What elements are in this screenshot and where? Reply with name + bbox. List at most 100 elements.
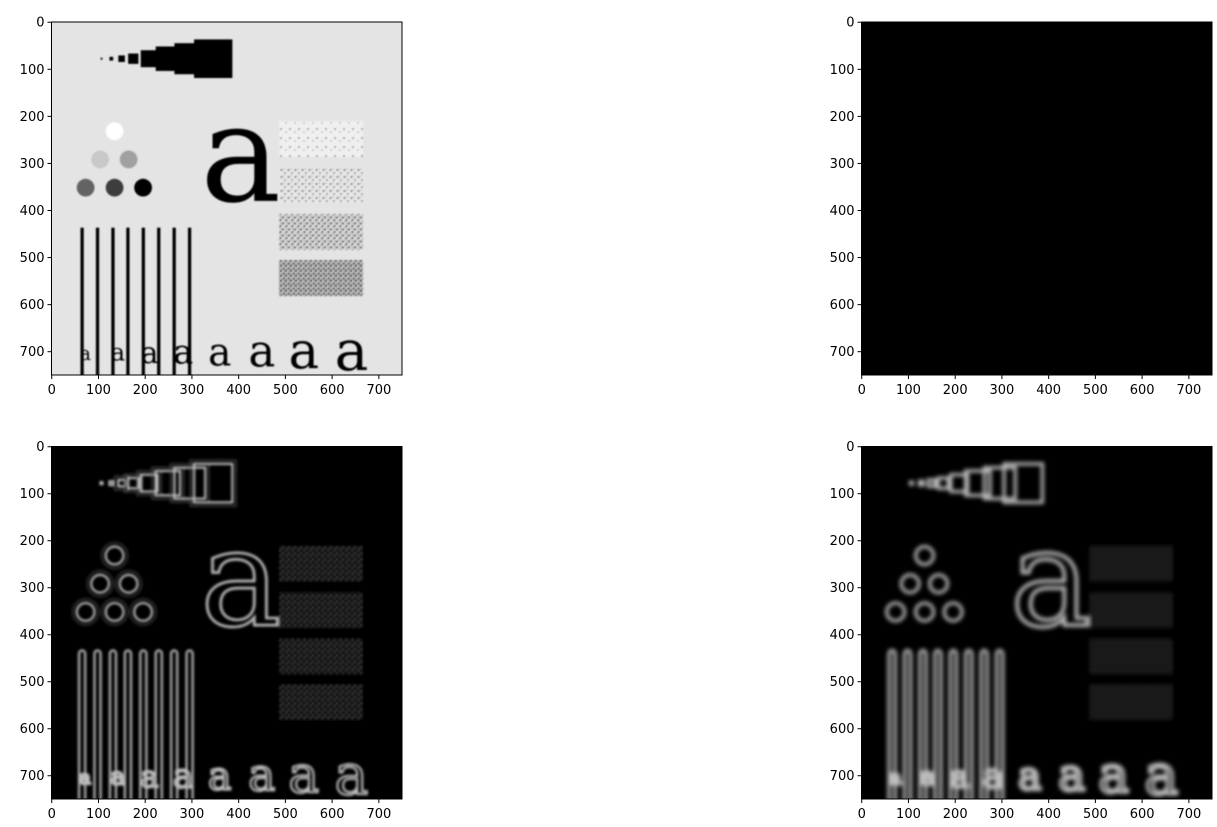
xtick-label: 700 <box>366 807 391 822</box>
axes-frame <box>861 446 1213 800</box>
square-edge-4 <box>139 473 159 493</box>
ytick-label: 700 <box>830 769 855 784</box>
xtick-label: 300 <box>180 807 205 822</box>
ytick-label: 700 <box>20 345 45 360</box>
noise-edge-2 <box>279 638 364 674</box>
ytick-label: 600 <box>830 722 855 737</box>
ytick-label: 500 <box>20 675 45 690</box>
ytick-label: 100 <box>830 63 855 78</box>
small-glyph-edge-7: a <box>1145 743 1179 808</box>
noise-edge-0 <box>279 545 364 582</box>
bar-5 <box>157 227 161 375</box>
bar-edge-3 <box>123 649 133 799</box>
small-glyph-edge-2: a <box>141 760 159 795</box>
xtick-label: 200 <box>943 383 968 398</box>
image-background <box>861 22 1212 375</box>
ytick-label: 600 <box>20 722 45 737</box>
circle-edge-4 <box>104 601 125 622</box>
small-glyph-0: a <box>79 342 91 365</box>
small-glyph-edge-7: a <box>335 743 369 808</box>
square-3 <box>128 53 139 64</box>
bar-edge-7 <box>185 649 194 799</box>
small-glyph-4: a <box>208 330 231 375</box>
circle-edge-0 <box>104 545 125 566</box>
noise-edge-1 <box>279 592 364 628</box>
ytick-label: 600 <box>20 298 45 313</box>
square-edge-1 <box>917 479 925 487</box>
ytick-label: 600 <box>830 298 855 313</box>
xtick-label: 200 <box>133 383 158 398</box>
small-glyph-edge-3: a <box>173 757 193 796</box>
ytick-label: 400 <box>20 628 45 643</box>
square-0 <box>100 57 103 60</box>
bar-edge-4 <box>139 649 148 799</box>
xtick-label: 600 <box>320 807 345 822</box>
panel-image: aa a a a a a a a <box>51 446 402 808</box>
ytick-label: 100 <box>20 63 45 78</box>
small-glyph-edge-1: a <box>111 762 126 791</box>
pattern-shapes: aa a a a a a a a <box>76 39 369 384</box>
circle-edge-1 <box>899 573 921 595</box>
xtick-label: 200 <box>133 807 158 822</box>
xtick-label: 500 <box>273 807 298 822</box>
small-glyph-edge-0: a <box>889 766 901 789</box>
small-glyph-edge-5: a <box>1058 748 1085 801</box>
axis-ticks: 0 100 200 300 400 500 600 700 0 100 200 300 400 500 60… <box>830 16 1202 398</box>
panel-image: aa a a a a a a a <box>51 22 402 384</box>
bar-6 <box>172 227 176 375</box>
xtick-label: 0 <box>858 383 866 398</box>
small-glyph-edge-2: a <box>951 760 969 795</box>
axis-ticks: 0 100 200 300 400 500 600 700 0 100 200 300 400 500 60… <box>830 440 1202 822</box>
circle-5 <box>134 178 152 197</box>
xtick-label: 700 <box>366 383 391 398</box>
square-edge-5 <box>964 469 992 497</box>
bar-edge-5 <box>154 649 163 799</box>
bar-edge-3 <box>933 648 943 799</box>
noise-edge-3 <box>279 684 364 721</box>
bar-edge-5 <box>964 648 974 799</box>
small-glyph-edge-4: a <box>208 754 231 799</box>
ytick-label: 100 <box>20 487 45 502</box>
noise-edge-1 <box>1089 592 1174 628</box>
bar-edge-0 <box>77 649 87 799</box>
xtick-label: 0 <box>48 807 56 822</box>
big-glyph: a <box>200 75 281 233</box>
small-glyph-2: a <box>141 336 159 371</box>
small-glyph-edge-3: a <box>983 757 1003 796</box>
circle-ring-0 <box>100 541 129 570</box>
bar-4 <box>141 227 145 375</box>
small-glyph-7: a <box>335 319 369 384</box>
noise-rect-1 <box>279 167 364 204</box>
panel-bottom-left: aa a a a a a a a0 100 200 300 400 500 600 700010020030… <box>20 440 403 822</box>
small-glyph-6: a <box>289 321 320 381</box>
circle-ring-1 <box>86 570 114 598</box>
ytick-label: 0 <box>846 16 854 31</box>
circle-2 <box>119 150 138 169</box>
noise-rect-2 <box>279 214 364 250</box>
xtick-label: 500 <box>1083 807 1108 822</box>
panel-top-left: aa a a a a a a a0 100 200 300 400 500 600 700010020030… <box>20 16 403 398</box>
ytick-label: 700 <box>830 345 855 360</box>
bar-3 <box>126 227 130 375</box>
bar-2 <box>111 227 115 375</box>
ytick-label: 200 <box>830 110 855 125</box>
circle-edge-5 <box>133 601 154 622</box>
ytick-label: 700 <box>20 769 45 784</box>
ytick-label: 300 <box>20 157 45 172</box>
big-glyph-edge: a <box>200 499 281 657</box>
square-ring-5 <box>151 466 185 500</box>
square-edge-7 <box>192 462 234 504</box>
circle-edge-5 <box>942 601 964 623</box>
xtick-label: 100 <box>86 383 111 398</box>
circle-ring-2 <box>114 570 143 598</box>
ytick-label: 0 <box>846 440 854 455</box>
ytick-label: 200 <box>20 534 45 549</box>
square-1 <box>109 56 114 61</box>
circle-0 <box>105 122 124 141</box>
xtick-label: 600 <box>1130 383 1155 398</box>
circle-1 <box>91 150 109 169</box>
xtick-label: 400 <box>1036 807 1061 822</box>
edge-shapes: aa a a a a a a a <box>71 459 369 808</box>
circle-edge-0 <box>914 545 936 567</box>
